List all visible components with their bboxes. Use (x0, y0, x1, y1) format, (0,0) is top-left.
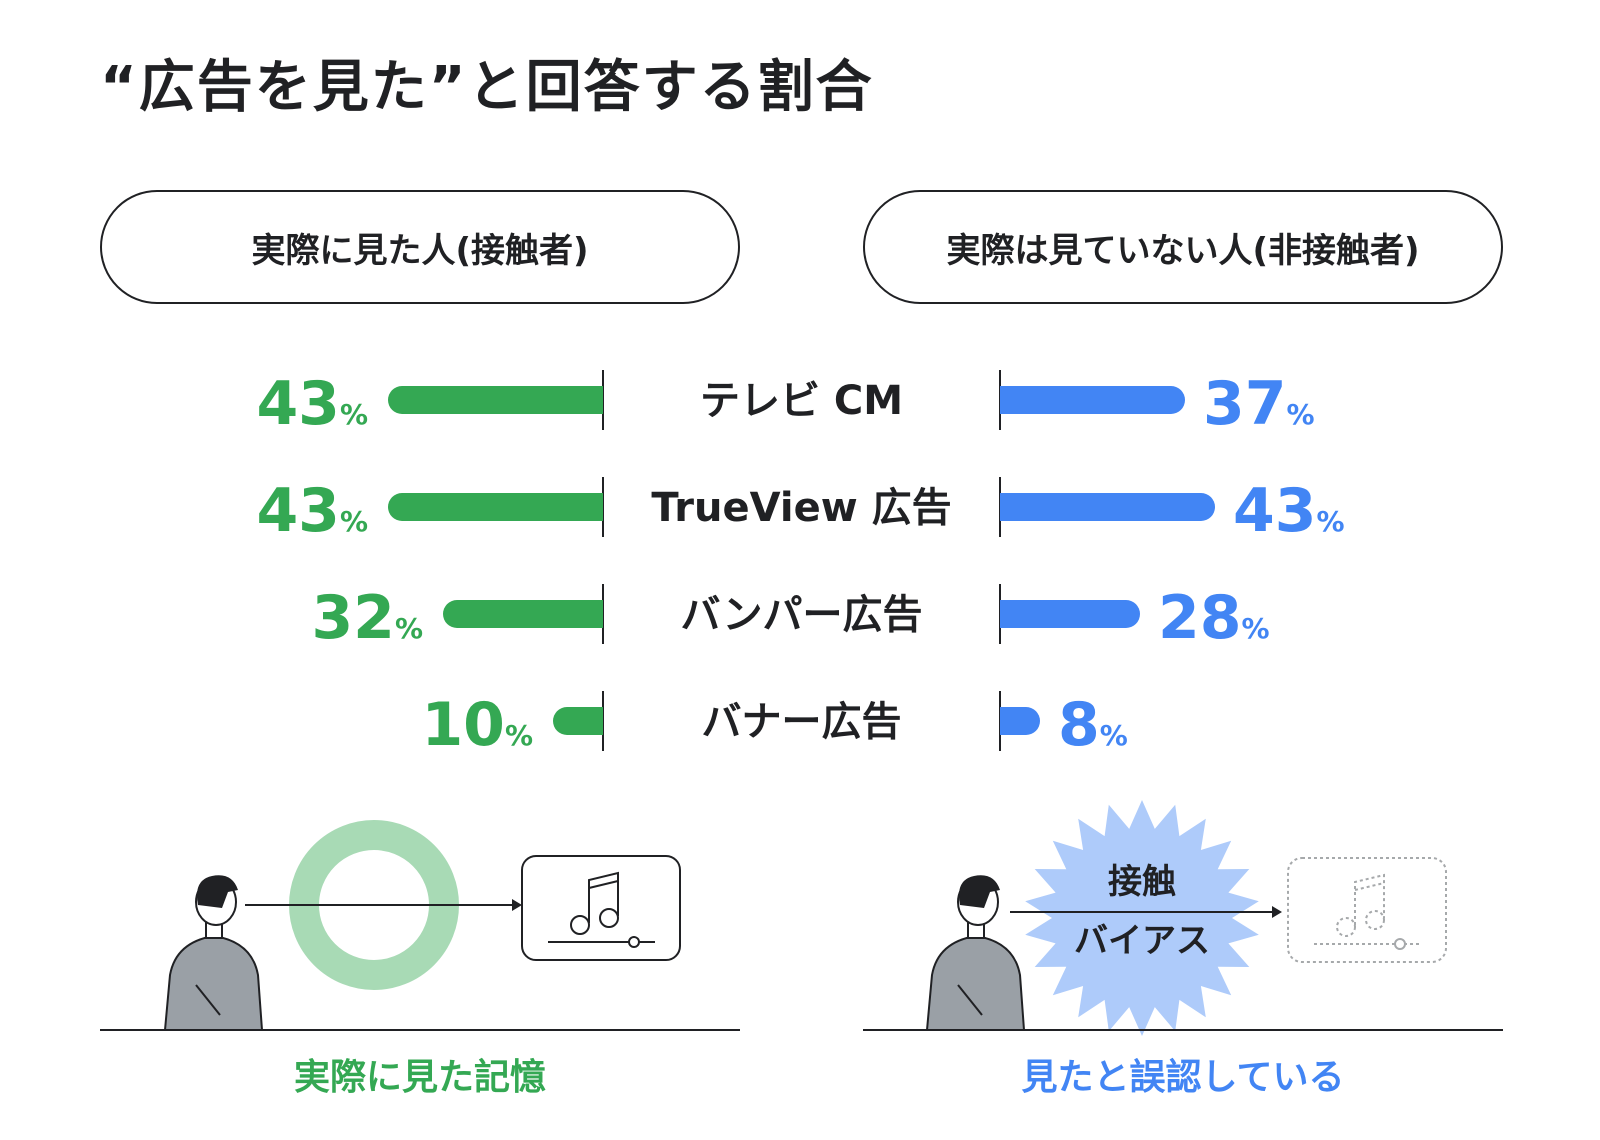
page-title: “広告を見た”と回答する割合 (100, 55, 874, 120)
caption-exposed: 実際に見た記憶 (293, 1057, 546, 1098)
value-label-non-exposed: 8% (1058, 690, 1128, 760)
music-note-icon-faded (1287, 857, 1447, 963)
bias-burst (1025, 800, 1259, 1036)
burst-text-line2: バイアス (1074, 921, 1210, 961)
group-label-exposed: 実際に見た人(接触者) (100, 190, 740, 304)
group-label-non-exposed: 実際は見ていない人(非接触者) (863, 190, 1503, 304)
person-right (925, 875, 1026, 1031)
group-label-non-exposed-text: 実際は見ていない人(非接触者) (946, 230, 1420, 271)
caption-non-exposed: 見たと誤認している (1021, 1057, 1345, 1098)
category-label: バンパー広告 (681, 592, 923, 638)
value-label-non-exposed: 28% (1158, 583, 1270, 653)
person-left (163, 875, 264, 1031)
bar-non-exposed (1000, 493, 1215, 521)
bar-exposed (388, 493, 603, 521)
bar-non-exposed (1000, 707, 1040, 735)
value-label-non-exposed: 43% (1233, 476, 1345, 546)
category-label: バナー広告 (702, 699, 902, 745)
diverging-bar-chart: テレビ CM 43% 37% TrueView 広告 43% 43% バンパー広告 32% 28… (256, 369, 1345, 760)
bar-non-exposed (1000, 386, 1185, 414)
value-label-non-exposed: 37% (1203, 369, 1315, 439)
bar-exposed (553, 707, 603, 735)
value-label-exposed: 10% (421, 690, 533, 760)
music-note-icon (521, 855, 681, 961)
bar-exposed (443, 600, 603, 628)
bar-non-exposed (1000, 600, 1140, 628)
value-label-exposed: 43% (256, 369, 368, 439)
bar-exposed (388, 386, 603, 414)
memory-ring (289, 820, 459, 990)
category-label: TrueView 広告 (651, 485, 951, 531)
value-label-exposed: 32% (311, 583, 423, 653)
group-label-exposed-text: 実際に見た人(接触者) (251, 230, 589, 271)
burst-text-line1: 接触 (1108, 862, 1176, 902)
value-label-exposed: 43% (256, 476, 368, 546)
category-label: テレビ CM (700, 378, 903, 424)
